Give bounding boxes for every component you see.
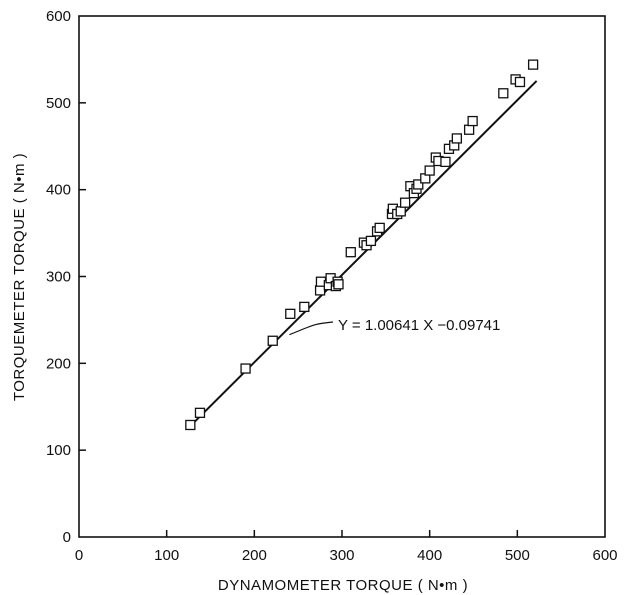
x-axis-ticks: 0 100 200 300 400 500 600 — [75, 530, 618, 564]
y-tick-label: 100 — [46, 442, 71, 459]
data-point — [498, 88, 509, 99]
data-point — [527, 59, 539, 70]
plot-frame — [78, 15, 606, 538]
y-tick-label: 0 — [63, 529, 71, 546]
y-tick-label: 500 — [46, 95, 71, 112]
data-point — [399, 197, 411, 208]
x-tick-label: 600 — [592, 547, 617, 564]
y-tick-label: 300 — [46, 269, 71, 286]
x-tick-label: 200 — [242, 547, 267, 564]
y-tick-label: 600 — [46, 8, 71, 25]
data-point — [345, 247, 356, 258]
data-point — [395, 206, 406, 217]
data-point — [440, 156, 451, 168]
x-tick-label: 300 — [329, 547, 354, 564]
fit-equation-annotation: Y = 1.00641 X −0.09741 — [338, 317, 500, 334]
regression-line — [187, 80, 538, 429]
annotation-leader-line — [289, 321, 334, 336]
x-tick-label: 100 — [154, 547, 179, 564]
x-tick-label: 500 — [505, 547, 530, 564]
data-point — [194, 407, 206, 418]
data-point — [514, 76, 526, 88]
data-point — [374, 222, 385, 234]
x-axis-label: DYNAMOMETER TORQUE ( N•m ) — [218, 577, 468, 594]
y-tick-label: 200 — [46, 355, 71, 372]
data-point — [314, 285, 326, 296]
x-tick-label: 0 — [75, 547, 83, 564]
data-point — [285, 308, 296, 319]
data-points — [185, 59, 539, 431]
y-axis-ticks: 0 100 200 300 400 500 600 — [46, 8, 86, 546]
data-point — [299, 301, 310, 313]
data-point — [185, 419, 196, 431]
data-point — [240, 363, 251, 374]
y-tick-label: 400 — [46, 182, 71, 199]
data-point — [365, 235, 377, 247]
data-point — [424, 165, 435, 176]
data-point — [413, 179, 424, 190]
data-point — [267, 335, 278, 346]
data-point — [467, 115, 478, 127]
data-point — [451, 133, 462, 144]
x-tick-label: 400 — [417, 547, 442, 564]
y-axis-label: TORQUEMETER TORQUE ( N•m ) — [11, 153, 28, 401]
data-point — [463, 124, 475, 135]
data-point — [333, 279, 344, 290]
